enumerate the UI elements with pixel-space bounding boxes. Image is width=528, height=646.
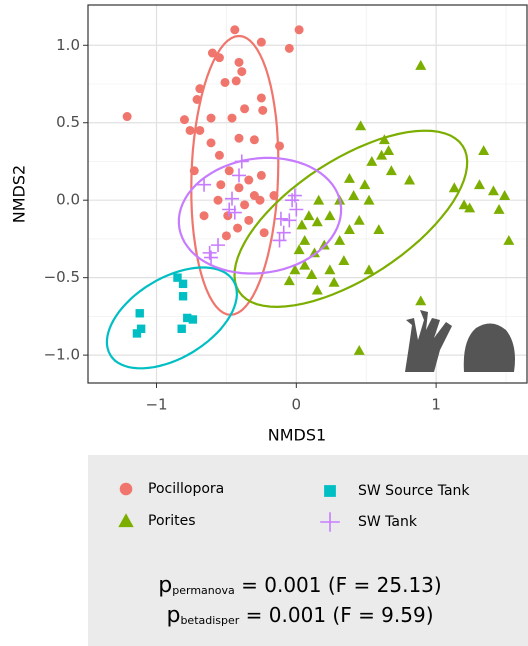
point — [207, 114, 216, 123]
legend-label: SW Source Tank — [358, 483, 470, 499]
x-tick-label: 1 — [431, 396, 441, 414]
point — [240, 200, 249, 209]
point — [200, 211, 209, 220]
point — [230, 25, 239, 34]
point — [237, 67, 246, 76]
point — [234, 58, 243, 67]
y-tick-label: −1.0 — [44, 346, 80, 364]
point — [250, 135, 259, 144]
point — [179, 292, 187, 300]
point — [244, 176, 253, 185]
x-tick-label: 0 — [292, 396, 302, 414]
point — [195, 126, 204, 135]
point — [136, 309, 144, 317]
point — [189, 315, 197, 323]
y-tick-label: 0.0 — [56, 191, 80, 209]
point — [225, 166, 234, 175]
point — [295, 25, 304, 34]
stat-value: = 0.001 (F = 25.13) — [235, 573, 442, 597]
point — [179, 280, 187, 288]
legend-label: Porites — [148, 513, 196, 529]
legend-label: SW Tank — [358, 514, 418, 530]
point — [207, 138, 216, 147]
point — [258, 106, 267, 115]
x-axis-title: NMDS1 — [268, 426, 326, 445]
point — [257, 93, 266, 102]
y-axis-title: NMDS2 — [10, 165, 29, 223]
point — [275, 141, 284, 150]
point — [257, 38, 266, 47]
point — [221, 78, 230, 87]
legend-swatch — [120, 483, 133, 496]
stat-value: = 0.001 (F = 9.59) — [239, 603, 433, 627]
y-tick-label: 1.0 — [56, 36, 80, 54]
point — [180, 115, 189, 124]
y-tick-label: 0.5 — [56, 113, 80, 131]
point — [214, 196, 223, 205]
point — [133, 329, 141, 337]
point — [222, 231, 231, 240]
point — [232, 76, 241, 85]
x-tick-label: −1 — [145, 396, 167, 414]
point — [215, 151, 224, 160]
point — [186, 126, 195, 135]
point — [233, 224, 242, 233]
point — [234, 183, 243, 192]
y-tick-label: −0.5 — [44, 268, 80, 286]
plot-background — [88, 5, 527, 383]
stat-subscript: permanova — [172, 584, 235, 597]
point — [244, 216, 253, 225]
point — [216, 180, 225, 189]
point — [123, 112, 132, 121]
point — [285, 44, 294, 53]
stat-symbol: p — [166, 603, 180, 628]
point — [257, 171, 266, 180]
point — [177, 325, 185, 333]
stat-subscript: betadisper — [180, 614, 239, 627]
point — [228, 114, 237, 123]
point — [260, 228, 269, 237]
legend-swatch — [324, 485, 336, 497]
chart: NMDS1 NMDS2 Pocillopora Porites SW Source … — [0, 0, 528, 646]
point — [240, 104, 249, 113]
point — [234, 134, 243, 143]
stat-symbol: p — [158, 573, 172, 598]
legend-label: Pocillopora — [148, 481, 224, 497]
point — [255, 196, 264, 205]
